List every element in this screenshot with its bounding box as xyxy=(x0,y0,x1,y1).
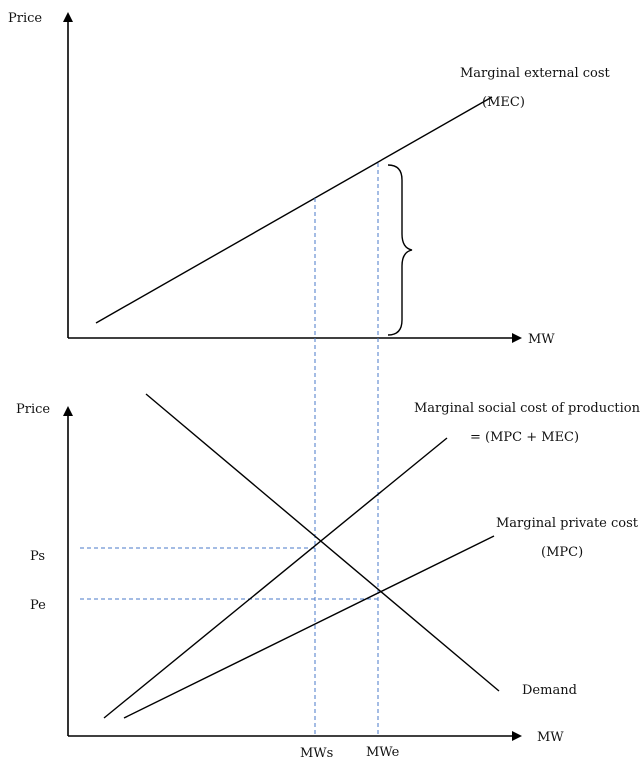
guide-lines xyxy=(80,163,379,736)
price-ps-label: Ps xyxy=(30,549,45,564)
mec-label-line1: Marginal external cost xyxy=(460,66,611,81)
mec-label-line2: (MEC) xyxy=(482,95,525,110)
mec-brace xyxy=(387,164,413,336)
bottom-panel: Price MW Marginal social cost of product… xyxy=(16,393,641,758)
msc-line xyxy=(103,437,448,719)
quantity-mws-label: MWs xyxy=(300,746,333,758)
demand-label: Demand xyxy=(522,683,577,698)
bottom-x-axis-label: MW xyxy=(537,730,564,745)
mec-line xyxy=(95,96,493,324)
mpc-line xyxy=(123,535,495,719)
mpc-label-line1: Marginal private cost xyxy=(496,516,639,531)
bottom-y-axis-label: Price xyxy=(16,402,50,417)
mpc-label-line2: (MPC) xyxy=(541,545,583,560)
top-y-axis-label: Price xyxy=(8,11,42,26)
top-panel: Price MW Marginal external cost (MEC) xyxy=(8,11,611,347)
price-pe-label: Pe xyxy=(30,598,46,613)
quantity-mwe-label: MWe xyxy=(366,745,400,758)
msc-label-line1: Marginal social cost of production xyxy=(414,401,641,416)
msc-label-line2: = (MPC + MEC) xyxy=(470,430,579,445)
top-x-axis-label: MW xyxy=(528,332,555,347)
demand-line xyxy=(145,393,500,692)
